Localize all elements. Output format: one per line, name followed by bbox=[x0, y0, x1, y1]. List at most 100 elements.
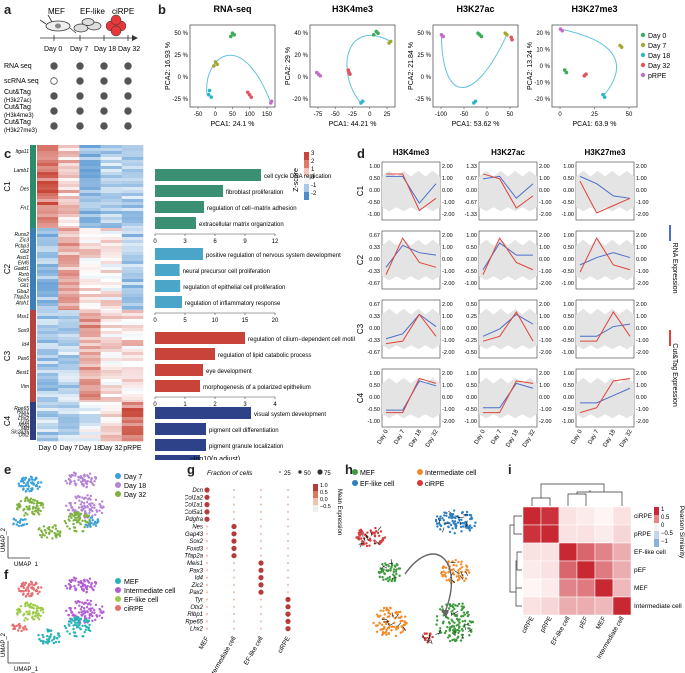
heat-cell bbox=[79, 193, 101, 197]
heat-cell bbox=[79, 397, 101, 401]
heat-cell bbox=[58, 243, 80, 247]
heat-cell bbox=[58, 240, 80, 244]
heat-cell bbox=[121, 270, 144, 274]
profile-left-tick: -0.33 bbox=[367, 269, 380, 275]
velocity-cell bbox=[445, 511, 448, 515]
umap-cell bbox=[90, 585, 93, 589]
umap-cell bbox=[93, 480, 96, 483]
dotplot-dot bbox=[205, 583, 209, 586]
velocity-cell bbox=[447, 570, 450, 574]
heat-cell bbox=[79, 205, 101, 209]
dotplot-gene: Pdgfra bbox=[185, 517, 203, 523]
umap-cell bbox=[78, 517, 82, 520]
velocity-cell bbox=[471, 620, 474, 624]
y-axis-label: PCA2: 29 % bbox=[285, 47, 292, 85]
velocity-cell bbox=[468, 524, 472, 527]
grid-dot bbox=[100, 107, 108, 115]
velocity-cell bbox=[443, 511, 446, 514]
heat-cell bbox=[58, 411, 80, 415]
velocity-arrow bbox=[391, 612, 394, 618]
go-axis-tick-label: 1 bbox=[183, 402, 187, 408]
profile-left-tick: 0.50 bbox=[466, 383, 477, 389]
heat-cell bbox=[58, 343, 80, 347]
heat-cell bbox=[37, 426, 59, 430]
profile-left-tick: 0.25 bbox=[466, 314, 477, 320]
y-tick-label: 0 % bbox=[421, 75, 432, 81]
dotplot-dot bbox=[258, 589, 264, 595]
pca-point bbox=[560, 28, 564, 33]
umap-cell bbox=[65, 587, 69, 590]
similarity-cell bbox=[594, 542, 614, 562]
go-axis-tick-label: 5 bbox=[183, 318, 187, 324]
heat-cell bbox=[58, 231, 80, 235]
heat-cell bbox=[100, 361, 123, 365]
velocity-cell bbox=[447, 636, 450, 639]
zscore-swatch bbox=[304, 192, 309, 200]
heat-cell bbox=[100, 199, 123, 203]
umap-cell bbox=[82, 606, 86, 610]
umap-cell bbox=[64, 626, 68, 630]
similarity-col-label: MEF bbox=[595, 615, 608, 630]
gene-label: Vim bbox=[20, 384, 29, 390]
go-term: fibroblast proliferation bbox=[226, 190, 283, 196]
heat-cell bbox=[58, 226, 80, 230]
pca-point bbox=[318, 74, 322, 78]
umap-cell bbox=[24, 499, 27, 503]
umap-cell bbox=[29, 497, 33, 500]
pca-trajectory bbox=[441, 34, 508, 88]
umap-cell bbox=[44, 531, 48, 534]
velocity-cell bbox=[439, 627, 442, 630]
umap-cell bbox=[68, 474, 71, 477]
dotplot-group: Intermediate cell bbox=[208, 635, 238, 673]
fraction-key-dot bbox=[298, 470, 302, 474]
velocity-cell bbox=[443, 631, 447, 635]
heat-cell bbox=[58, 361, 80, 365]
heat-cell bbox=[121, 243, 144, 247]
pca-trajectory bbox=[560, 28, 618, 97]
profile-right-tick: -2.00 bbox=[442, 212, 455, 218]
fraction-key-dot bbox=[317, 469, 323, 475]
heat-cell bbox=[37, 400, 59, 404]
heat-cell bbox=[37, 211, 59, 215]
umap-cell bbox=[21, 479, 24, 482]
gene-label: Fn1 bbox=[20, 205, 29, 211]
velocity-cell bbox=[442, 570, 445, 573]
dotplot-gene: Sox2 bbox=[189, 539, 203, 545]
dotplot-dot bbox=[232, 583, 236, 586]
dotplot-dot bbox=[232, 605, 236, 608]
heat-cell bbox=[58, 145, 80, 149]
heat-cell bbox=[79, 226, 101, 230]
umap-cell bbox=[86, 584, 89, 588]
heat-cell bbox=[37, 319, 59, 323]
heat-cell bbox=[37, 334, 59, 338]
velocity-cell bbox=[382, 578, 385, 581]
pca-point bbox=[249, 95, 253, 99]
go-bar bbox=[155, 423, 206, 435]
umap-cell bbox=[31, 498, 35, 501]
heat-cell bbox=[121, 282, 144, 286]
heatmap-column-label: Day 18 bbox=[79, 445, 101, 452]
heat-cell bbox=[121, 438, 144, 442]
velocity-cell bbox=[447, 578, 451, 581]
heat-cell bbox=[100, 205, 123, 209]
row-label: (H3k4me3) bbox=[4, 113, 34, 119]
heat-cell bbox=[121, 267, 144, 271]
velocity-cell bbox=[436, 525, 439, 528]
expr-tick: −0.5 bbox=[320, 504, 331, 510]
heat-cell bbox=[79, 379, 101, 383]
heat-cell bbox=[58, 282, 80, 286]
velocity-cell bbox=[431, 635, 434, 639]
umap-cell bbox=[77, 478, 80, 482]
umap-cell bbox=[22, 592, 25, 595]
umap-cell bbox=[16, 629, 20, 632]
umap-cell bbox=[25, 483, 28, 486]
umap-cell bbox=[23, 619, 26, 622]
umap-cell bbox=[44, 529, 47, 532]
velocity-cell bbox=[358, 534, 362, 537]
grid-dot bbox=[50, 92, 58, 100]
umap-cell bbox=[36, 487, 40, 490]
heat-cell bbox=[79, 385, 101, 389]
velocity-cell bbox=[386, 626, 389, 630]
heat-cell bbox=[79, 255, 101, 259]
